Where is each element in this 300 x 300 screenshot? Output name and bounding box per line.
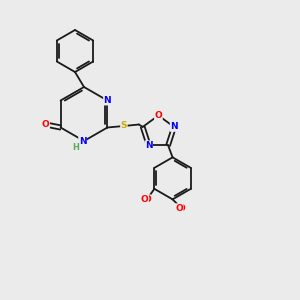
Text: N: N <box>79 136 86 146</box>
Text: O: O <box>178 204 185 213</box>
Text: N: N <box>145 141 152 150</box>
Text: O: O <box>141 195 148 204</box>
Text: O: O <box>175 204 183 213</box>
Text: S: S <box>121 122 127 130</box>
Text: N: N <box>103 96 111 105</box>
Text: H: H <box>72 142 79 152</box>
Text: O: O <box>154 111 162 120</box>
Text: O: O <box>42 120 50 129</box>
Text: O: O <box>143 195 151 204</box>
Text: N: N <box>170 122 178 131</box>
